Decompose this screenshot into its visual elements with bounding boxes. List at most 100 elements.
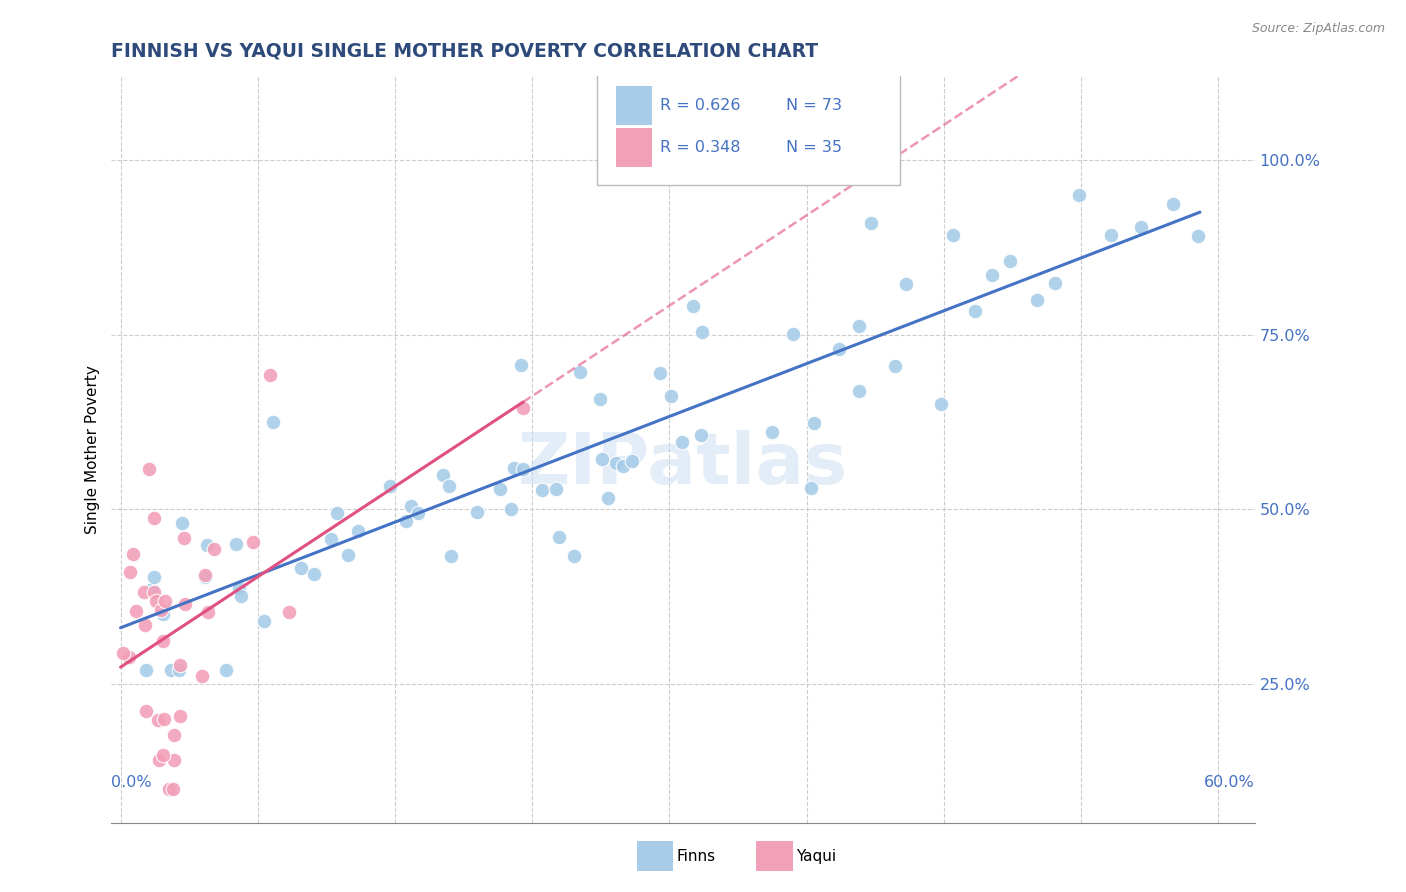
Point	[148, 753, 170, 767]
FancyBboxPatch shape	[616, 86, 652, 125]
Point	[465, 505, 488, 519]
Point	[659, 389, 682, 403]
Point	[160, 663, 183, 677]
Point	[152, 748, 174, 763]
Point	[598, 491, 620, 505]
Point	[278, 605, 301, 619]
Point	[142, 570, 165, 584]
Point	[124, 604, 146, 618]
Point	[259, 368, 281, 382]
Text: Finns: Finns	[676, 849, 716, 863]
Point	[761, 425, 783, 439]
Point	[118, 565, 141, 579]
Point	[157, 781, 180, 796]
Point	[118, 649, 141, 664]
Point	[544, 482, 567, 496]
Point	[162, 781, 184, 796]
Point	[1161, 197, 1184, 211]
Point	[194, 570, 217, 584]
Point	[253, 614, 276, 628]
Point	[242, 534, 264, 549]
Point	[163, 728, 186, 742]
Point	[152, 634, 174, 648]
Point	[512, 401, 534, 415]
Point	[894, 277, 917, 292]
Point	[828, 342, 851, 356]
Point	[589, 392, 612, 406]
Point	[782, 326, 804, 341]
Point	[141, 582, 163, 597]
FancyBboxPatch shape	[616, 128, 652, 167]
Point	[321, 532, 343, 546]
Point	[1099, 228, 1122, 243]
Point	[1025, 293, 1047, 308]
Point	[440, 549, 463, 563]
Point	[998, 253, 1021, 268]
Point	[671, 435, 693, 450]
Text: N = 35: N = 35	[786, 140, 842, 154]
Y-axis label: Single Mother Poverty: Single Mother Poverty	[86, 366, 100, 534]
Point	[399, 499, 422, 513]
Point	[931, 397, 953, 411]
Point	[884, 359, 907, 373]
Point	[1187, 229, 1209, 244]
FancyBboxPatch shape	[598, 65, 900, 185]
Point	[860, 215, 883, 229]
Point	[134, 618, 156, 632]
Point	[395, 515, 418, 529]
Point	[499, 502, 522, 516]
Point	[148, 713, 170, 727]
Point	[336, 549, 359, 563]
Point	[437, 479, 460, 493]
Point	[1129, 220, 1152, 235]
Point	[202, 541, 225, 556]
Text: R = 0.626: R = 0.626	[661, 98, 741, 113]
Point	[153, 712, 176, 726]
Point	[122, 547, 145, 561]
Point	[228, 581, 250, 595]
Point	[406, 506, 429, 520]
Point	[1067, 187, 1090, 202]
Point	[174, 597, 197, 611]
Point	[143, 585, 166, 599]
Point	[512, 462, 534, 476]
Point	[135, 663, 157, 677]
Point	[591, 452, 613, 467]
Point	[149, 603, 172, 617]
Point	[548, 530, 571, 544]
Text: 60.0%: 60.0%	[1204, 775, 1254, 790]
Point	[965, 303, 987, 318]
Point	[262, 415, 284, 429]
Point	[612, 459, 634, 474]
Point	[530, 483, 553, 497]
Text: ZIPatlas: ZIPatlas	[517, 430, 848, 500]
Point	[112, 647, 135, 661]
Point	[682, 299, 704, 313]
Point	[380, 479, 402, 493]
Point	[194, 568, 217, 582]
Text: Source: ZipAtlas.com: Source: ZipAtlas.com	[1251, 22, 1385, 36]
Point	[800, 481, 823, 495]
Point	[620, 454, 643, 468]
Point	[169, 709, 191, 723]
Point	[153, 594, 176, 608]
Point	[347, 524, 370, 538]
Point	[138, 462, 160, 476]
Point	[135, 705, 157, 719]
Point	[152, 607, 174, 621]
Point	[170, 516, 193, 530]
Point	[1043, 277, 1066, 291]
Point	[325, 506, 347, 520]
Point	[290, 561, 312, 575]
Point	[163, 754, 186, 768]
Text: N = 73: N = 73	[786, 98, 842, 113]
Point	[562, 549, 585, 564]
Point	[302, 566, 325, 581]
Point	[690, 325, 713, 339]
Point	[134, 585, 156, 599]
Point	[848, 384, 870, 398]
Point	[197, 605, 219, 619]
Point	[510, 359, 533, 373]
Text: Yaqui: Yaqui	[796, 849, 837, 863]
Point	[167, 663, 190, 677]
